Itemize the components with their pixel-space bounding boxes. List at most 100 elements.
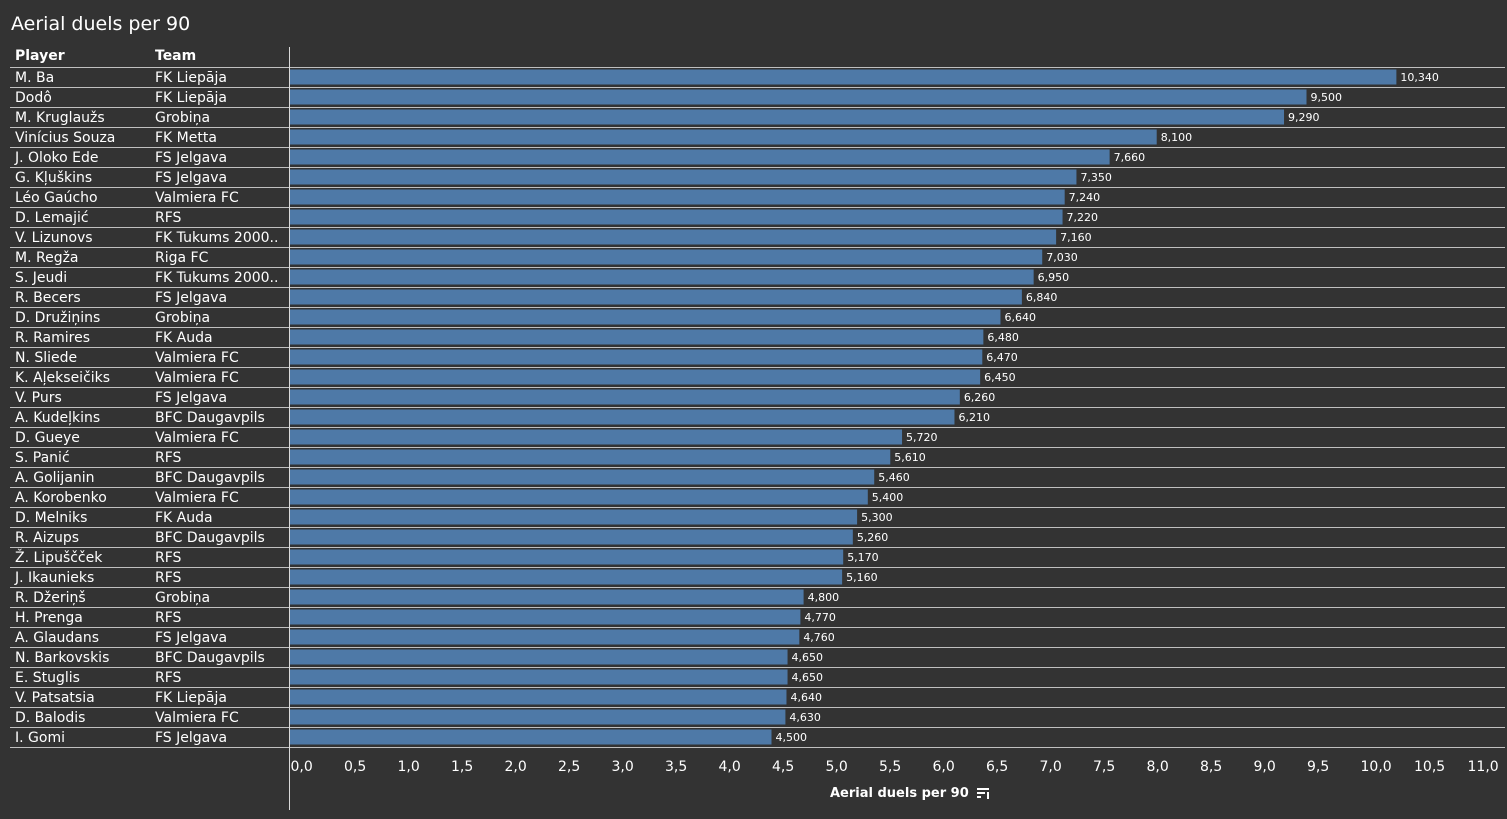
player-name[interactable]: G. Kļuškins: [15, 170, 92, 186]
player-name[interactable]: Ž. Lipuščček: [15, 548, 103, 566]
bar-value-label: 10,340: [1400, 71, 1439, 84]
x-tick-label: 6,0: [933, 759, 955, 775]
player-name[interactable]: R. Becers: [15, 290, 81, 306]
player-name[interactable]: M. Kruglaužs: [15, 110, 105, 126]
bar[interactable]: [290, 89, 1307, 105]
player-name[interactable]: R. Ramires: [15, 330, 90, 346]
player-name[interactable]: V. Lizunovs: [15, 230, 93, 246]
bar[interactable]: [290, 209, 1063, 225]
team-name: Valmiera FC: [155, 350, 239, 366]
bar[interactable]: [290, 189, 1065, 205]
bar[interactable]: [290, 689, 787, 705]
player-name[interactable]: Vinícius Souza: [15, 130, 115, 146]
team-name: FK Liepāja: [155, 690, 227, 706]
player-name[interactable]: A. Kudeļkins: [15, 410, 100, 426]
x-tick-label: 8,0: [1147, 759, 1169, 775]
bar[interactable]: [290, 609, 801, 625]
bar[interactable]: [290, 289, 1022, 305]
x-tick-label: 1,5: [451, 759, 473, 775]
player-name[interactable]: Dodô: [15, 90, 52, 106]
bar[interactable]: [290, 309, 1001, 325]
bar[interactable]: [290, 409, 955, 425]
player-name[interactable]: D. Melniks: [15, 510, 87, 526]
player-name[interactable]: M. Regža: [15, 250, 79, 266]
player-name[interactable]: H. Prenga: [15, 610, 83, 626]
player-name[interactable]: D. Gueye: [15, 430, 80, 446]
bar[interactable]: [290, 589, 804, 605]
x-tick-label: 6,5: [986, 759, 1008, 775]
bar[interactable]: [290, 149, 1110, 165]
player-name[interactable]: R. Džeriņš: [15, 590, 86, 606]
bar[interactable]: [290, 329, 984, 345]
bar[interactable]: [290, 269, 1034, 285]
player-name[interactable]: D. Družiņins: [15, 310, 100, 326]
sort-descending-icon[interactable]: [977, 788, 990, 799]
bar-value-label: 6,450: [984, 371, 1016, 384]
bar-value-label: 5,610: [894, 451, 926, 464]
player-name[interactable]: D. Balodis: [15, 710, 85, 726]
bar-value-label: 4,640: [790, 691, 822, 704]
bar[interactable]: [290, 129, 1157, 145]
bar[interactable]: [290, 249, 1043, 265]
team-name: Valmiera FC: [155, 490, 239, 506]
player-name[interactable]: N. Barkovskis: [15, 650, 109, 666]
bar[interactable]: [290, 669, 788, 685]
bar[interactable]: [290, 469, 875, 485]
bar[interactable]: [290, 649, 788, 665]
bar[interactable]: [290, 729, 772, 745]
player-name[interactable]: A. Glaudans: [15, 630, 99, 646]
player-name[interactable]: S. Panić: [15, 450, 70, 466]
team-name: BFC Daugavpils: [155, 470, 265, 486]
player-name[interactable]: D. Lemajić: [15, 210, 89, 226]
bar-value-label: 4,500: [776, 731, 808, 744]
player-name[interactable]: M. Ba: [15, 70, 54, 86]
player-name[interactable]: I. Gomi: [15, 730, 65, 746]
player-name[interactable]: N. Sliede: [15, 350, 77, 366]
team-name: Riga FC: [155, 250, 209, 266]
player-name[interactable]: S. Jeudi: [15, 270, 67, 286]
player-name[interactable]: A. Golijanin: [15, 470, 95, 486]
player-name[interactable]: J. Oloko Ede: [14, 150, 98, 166]
bar[interactable]: [290, 709, 786, 725]
bar[interactable]: [290, 109, 1285, 125]
bar-value-label: 6,840: [1026, 291, 1058, 304]
team-name: BFC Daugavpils: [155, 530, 265, 546]
bar[interactable]: [290, 169, 1077, 185]
bar[interactable]: [290, 349, 983, 365]
player-name[interactable]: R. Aizups: [15, 530, 79, 546]
bar[interactable]: [290, 449, 891, 465]
bar-value-label: 5,300: [861, 511, 893, 524]
player-name[interactable]: A. Korobenko: [15, 490, 107, 506]
player-name[interactable]: J. Ikaunieks: [14, 570, 94, 586]
team-column-header[interactable]: Team: [155, 48, 197, 64]
bar[interactable]: [290, 369, 981, 385]
player-name[interactable]: K. Aļekseičiks: [15, 370, 110, 386]
bar[interactable]: [290, 389, 960, 405]
team-name: Grobiņa: [155, 110, 210, 126]
team-name: FK Auda: [155, 330, 213, 346]
player-name[interactable]: E. Stuglis: [15, 670, 80, 686]
bar[interactable]: [290, 229, 1057, 245]
row-labels: M. Ba FK Liepāja Dodô FK Liepāja M. Kruglauž…: [14, 70, 278, 746]
bar-value-label: 6,950: [1038, 271, 1070, 284]
player-name[interactable]: V. Purs: [15, 390, 62, 406]
team-name: BFC Daugavpils: [155, 410, 265, 426]
team-name: RFS: [155, 210, 182, 226]
x-tick-label: 4,0: [719, 759, 741, 775]
bar-value-label: 7,240: [1069, 191, 1101, 204]
bar-value-label: 5,260: [857, 531, 889, 544]
x-tick-label: 10,0: [1361, 759, 1392, 775]
bar[interactable]: [290, 569, 843, 585]
bar[interactable]: [290, 489, 868, 505]
x-tick-label: 3,0: [612, 759, 634, 775]
player-name[interactable]: V. Patsatsia: [15, 690, 95, 706]
x-axis-title[interactable]: Aerial duels per 90: [830, 786, 990, 801]
bar[interactable]: [290, 429, 903, 445]
player-column-header[interactable]: Player: [15, 48, 65, 64]
bar[interactable]: [290, 549, 844, 565]
bar[interactable]: [290, 529, 853, 545]
player-name[interactable]: Léo Gaúcho: [15, 190, 98, 206]
bar[interactable]: [290, 509, 858, 525]
bar[interactable]: [290, 69, 1397, 85]
bar[interactable]: [290, 629, 800, 645]
